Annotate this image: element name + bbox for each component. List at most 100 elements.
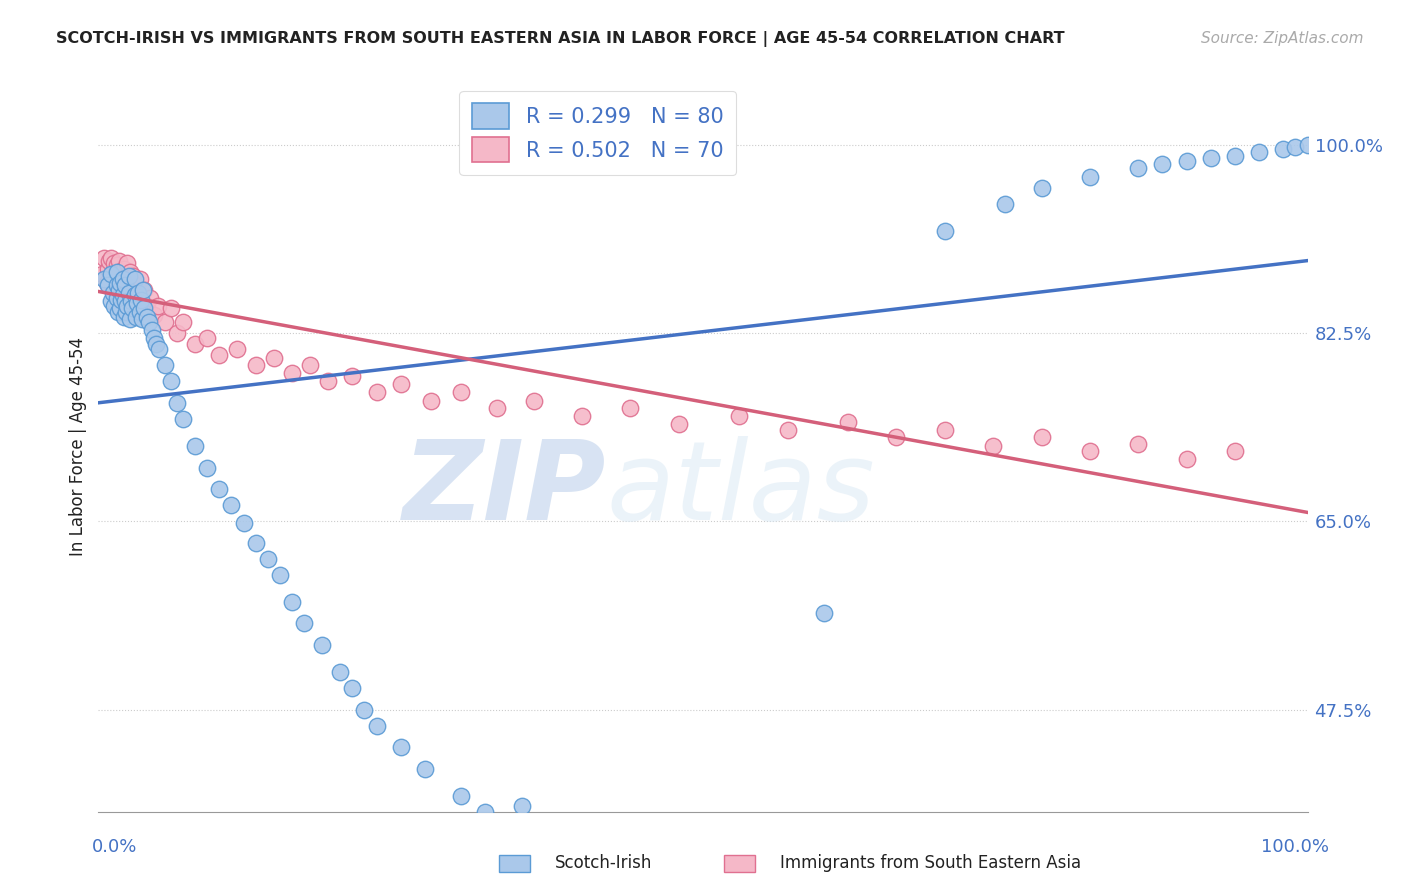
Point <box>111 271 134 285</box>
Point <box>172 315 194 329</box>
Point <box>118 312 141 326</box>
Point <box>146 299 169 313</box>
Point <box>1175 451 1198 466</box>
Point <box>813 606 835 620</box>
Point <box>141 323 163 337</box>
Point <box>100 268 122 283</box>
Point <box>1152 157 1174 171</box>
Point <box>450 385 472 400</box>
Point <box>195 460 218 475</box>
Text: 100.0%: 100.0% <box>1261 838 1329 855</box>
Point <box>366 385 388 400</box>
Point <box>1031 181 1053 195</box>
Point <box>148 342 170 356</box>
Text: SCOTCH-IRISH VS IMMIGRANTS FROM SOUTH EASTERN ASIA IN LABOR FORCE | AGE 45-54 CO: SCOTCH-IRISH VS IMMIGRANTS FROM SOUTH EA… <box>56 31 1064 47</box>
Point <box>668 417 690 432</box>
Point <box>1284 140 1306 154</box>
Point <box>389 376 412 391</box>
Point <box>105 291 128 305</box>
Point <box>143 331 166 345</box>
Point <box>837 415 859 429</box>
Point <box>166 396 188 410</box>
Point <box>108 301 131 316</box>
Point <box>994 197 1017 211</box>
Point <box>118 276 141 290</box>
Point <box>413 762 436 776</box>
Point <box>100 251 122 265</box>
Point <box>110 263 132 277</box>
Point <box>105 277 128 292</box>
Point <box>366 719 388 733</box>
Point <box>111 272 134 286</box>
Point <box>101 265 124 279</box>
Point <box>118 286 141 301</box>
Point <box>105 258 128 272</box>
Point <box>118 265 141 279</box>
Point <box>105 265 128 279</box>
Point <box>981 439 1004 453</box>
Point <box>1296 137 1319 152</box>
Point <box>474 805 496 819</box>
Point <box>145 336 167 351</box>
Point <box>111 288 134 302</box>
Point <box>172 412 194 426</box>
Point <box>114 293 136 308</box>
Point <box>208 482 231 496</box>
Point <box>886 430 908 444</box>
Point <box>245 359 267 373</box>
Point <box>127 286 149 301</box>
Point <box>1223 444 1246 458</box>
Point <box>93 272 115 286</box>
Point <box>115 268 138 283</box>
Point <box>91 267 114 281</box>
Point <box>226 342 249 356</box>
Point <box>93 251 115 265</box>
Point <box>117 256 139 270</box>
Text: Source: ZipAtlas.com: Source: ZipAtlas.com <box>1201 31 1364 46</box>
Point <box>100 267 122 281</box>
Point <box>115 304 138 318</box>
Point <box>97 261 120 276</box>
Point <box>571 409 593 423</box>
Point <box>160 301 183 316</box>
Y-axis label: In Labor Force | Age 45-54: In Labor Force | Age 45-54 <box>69 336 87 556</box>
Point <box>114 277 136 292</box>
Point <box>316 375 339 389</box>
Text: ZIP: ZIP <box>402 436 606 543</box>
Point <box>153 315 176 329</box>
Point <box>1272 142 1295 156</box>
Point <box>329 665 352 679</box>
Point <box>132 283 155 297</box>
Point <box>107 270 129 285</box>
Point <box>1031 430 1053 444</box>
Point <box>112 310 135 324</box>
Point <box>103 272 125 286</box>
Point <box>263 351 285 365</box>
Point <box>1078 170 1101 185</box>
Point <box>153 359 176 373</box>
Point <box>311 638 333 652</box>
Point <box>1223 148 1246 162</box>
Point <box>281 595 304 609</box>
Point <box>108 276 131 290</box>
Point <box>1249 145 1271 160</box>
Point <box>97 277 120 292</box>
Point <box>124 272 146 286</box>
Point <box>118 268 141 283</box>
Point <box>134 301 156 316</box>
Point <box>122 268 145 283</box>
Point <box>420 393 443 408</box>
Point <box>245 536 267 550</box>
Point <box>135 310 157 324</box>
Point <box>121 283 143 297</box>
Point <box>208 347 231 362</box>
Point <box>108 254 131 268</box>
Point <box>184 336 207 351</box>
Point <box>523 393 546 408</box>
Point <box>110 293 132 307</box>
Text: 0.0%: 0.0% <box>91 838 136 855</box>
Point <box>510 799 533 814</box>
Point <box>342 369 364 384</box>
Point <box>100 277 122 292</box>
Point <box>1175 153 1198 168</box>
